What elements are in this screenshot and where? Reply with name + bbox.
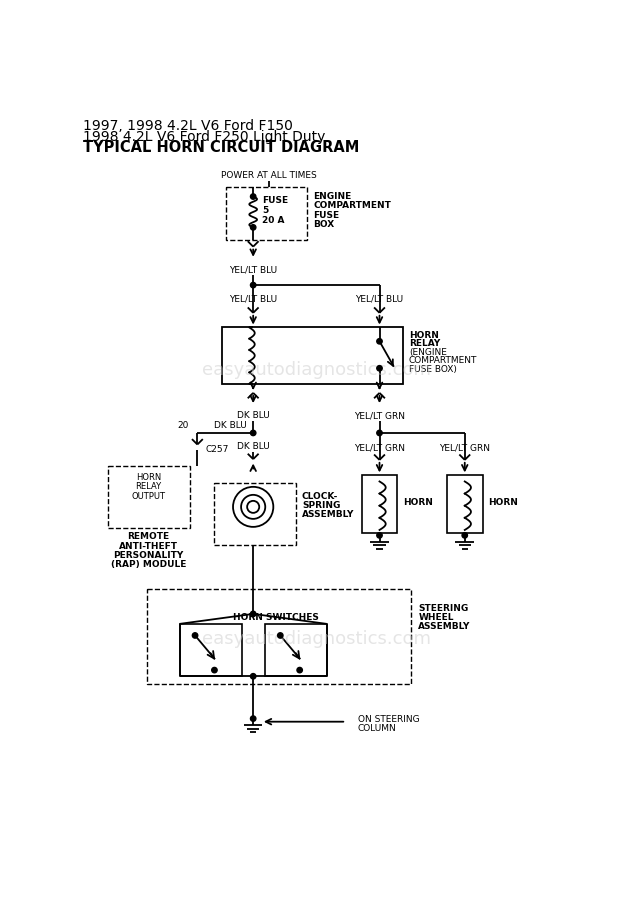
- Circle shape: [377, 365, 382, 371]
- Text: RELAY: RELAY: [135, 482, 162, 491]
- Text: OUTPUT: OUTPUT: [132, 491, 166, 500]
- Text: ASSEMBLY: ASSEMBLY: [418, 623, 471, 632]
- Text: POWER AT ALL TIMES: POWER AT ALL TIMES: [221, 171, 316, 180]
- Text: ON STEERING: ON STEERING: [358, 715, 420, 724]
- Text: PERSONALITY: PERSONALITY: [114, 551, 184, 560]
- Text: WHEEL: WHEEL: [418, 613, 454, 622]
- Text: ASSEMBLY: ASSEMBLY: [302, 510, 354, 519]
- Text: HORN: HORN: [136, 473, 161, 482]
- Bar: [362, 475, 397, 533]
- Circle shape: [250, 611, 256, 616]
- Text: C257: C257: [205, 446, 229, 454]
- Bar: [180, 624, 242, 676]
- Text: SPRING: SPRING: [302, 500, 341, 509]
- Text: BOX: BOX: [313, 220, 335, 229]
- Circle shape: [250, 194, 256, 199]
- Text: YEL/LT BLU: YEL/LT BLU: [229, 266, 277, 274]
- Text: 1997, 1998 4.2L V6 Ford F150: 1997, 1998 4.2L V6 Ford F150: [83, 119, 294, 133]
- Text: YEL/LT GRN: YEL/LT GRN: [354, 444, 405, 453]
- Text: ANTI-THEFT: ANTI-THEFT: [119, 542, 178, 551]
- Circle shape: [462, 533, 467, 538]
- Text: COMPARTMENT: COMPARTMENT: [409, 356, 477, 365]
- Text: (ENGINE: (ENGINE: [409, 347, 447, 356]
- Text: 20: 20: [178, 420, 189, 429]
- Text: HORN: HORN: [403, 498, 433, 507]
- Bar: [222, 328, 403, 383]
- Text: (RAP) MODULE: (RAP) MODULE: [111, 560, 186, 569]
- Text: REMOTE: REMOTE: [127, 533, 169, 542]
- Circle shape: [250, 430, 256, 436]
- Text: DK BLU: DK BLU: [237, 411, 269, 420]
- Bar: [147, 590, 410, 684]
- Text: YEL/LT GRN: YEL/LT GRN: [354, 411, 405, 420]
- Bar: [108, 466, 190, 527]
- Text: YEL/LT BLU: YEL/LT BLU: [355, 294, 404, 303]
- Circle shape: [377, 533, 382, 538]
- Text: 20 A: 20 A: [263, 216, 285, 225]
- Text: HORN: HORN: [409, 330, 439, 339]
- Text: FUSE: FUSE: [313, 211, 340, 220]
- Circle shape: [250, 225, 256, 230]
- Text: DK BLU: DK BLU: [214, 420, 247, 429]
- Text: easyautodiagnostics.com: easyautodiagnostics.com: [202, 361, 431, 379]
- Text: YEL/LT BLU: YEL/LT BLU: [229, 294, 277, 303]
- Text: FUSE: FUSE: [263, 196, 289, 205]
- Circle shape: [277, 633, 283, 638]
- Text: 1998 4.2L V6 Ford F250 Light Duty: 1998 4.2L V6 Ford F250 Light Duty: [83, 130, 326, 144]
- Text: COMPARTMENT: COMPARTMENT: [313, 202, 391, 211]
- Text: ENGINE: ENGINE: [313, 192, 352, 201]
- Bar: [214, 483, 296, 544]
- Text: CLOCK-: CLOCK-: [302, 491, 339, 500]
- Text: YEL/LT GRN: YEL/LT GRN: [439, 444, 490, 453]
- Text: 5: 5: [263, 206, 269, 215]
- Text: RELAY: RELAY: [409, 339, 440, 348]
- Text: HORN SWITCHES: HORN SWITCHES: [234, 613, 320, 622]
- Circle shape: [192, 633, 198, 638]
- Text: COLUMN: COLUMN: [358, 724, 397, 733]
- Text: STEERING: STEERING: [418, 604, 468, 613]
- Text: TYPICAL HORN CIRCUIT DIAGRAM: TYPICAL HORN CIRCUIT DIAGRAM: [83, 140, 360, 156]
- Circle shape: [297, 668, 302, 673]
- Circle shape: [377, 430, 382, 436]
- Text: easyautodiagnostics.com: easyautodiagnostics.com: [202, 630, 431, 648]
- Text: FUSE BOX): FUSE BOX): [409, 364, 457, 373]
- Circle shape: [250, 283, 256, 288]
- Text: DK BLU: DK BLU: [237, 442, 269, 451]
- Circle shape: [250, 716, 256, 721]
- Circle shape: [212, 668, 217, 673]
- Bar: [226, 187, 307, 240]
- Text: HORN: HORN: [488, 498, 518, 507]
- Bar: [265, 624, 327, 676]
- Bar: [447, 475, 483, 533]
- Circle shape: [250, 673, 256, 679]
- Circle shape: [377, 338, 382, 344]
